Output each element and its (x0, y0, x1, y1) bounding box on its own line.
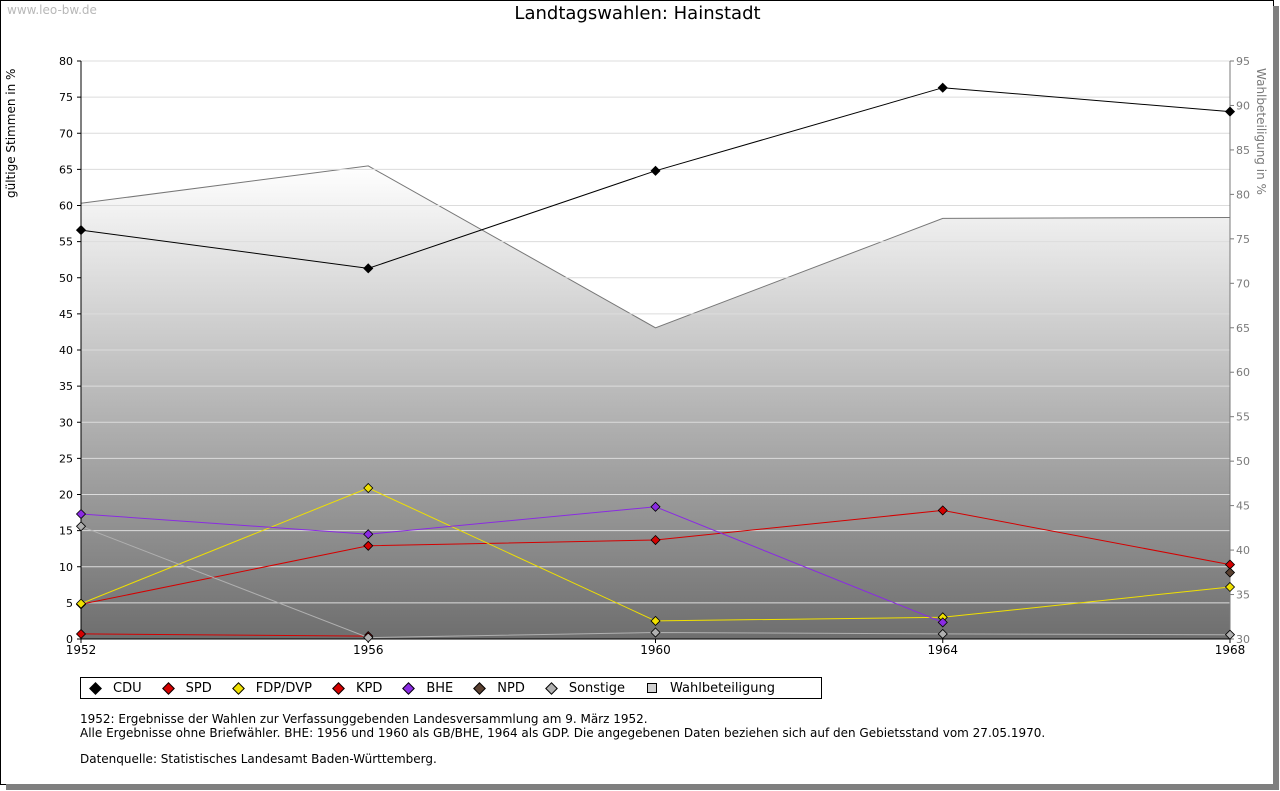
y-tick-label-right: 90 (1236, 99, 1250, 112)
y-tick-label-right: 30 (1236, 633, 1250, 646)
turnout-area (81, 165, 1230, 639)
legend-label-bhe: BHE (426, 680, 454, 696)
y-tick-label-left: 70 (59, 127, 73, 140)
y-tick-label-left: 40 (59, 344, 73, 357)
chart-legend: CDU SPD FDP/DVP KPD BHE NPD Sonstige Wahlbeteil… (80, 677, 822, 699)
point-bhe (363, 529, 374, 540)
y-tick-label-left: 20 (59, 489, 73, 502)
point-sonstige (1224, 629, 1236, 640)
point-bhe (650, 501, 661, 512)
point-fdp-dvp (1224, 581, 1236, 593)
y-tick-label-right: 85 (1236, 144, 1250, 157)
point-fdp-dvp (75, 598, 87, 609)
legend-item-wahlbeteiligung: Wahlbeteiligung (647, 681, 775, 696)
legend-marker-npd (473, 681, 487, 695)
y-tick-label-left: 30 (59, 416, 73, 429)
point-bhe (937, 617, 948, 628)
turnout-line (80, 165, 1231, 329)
y-tick-label-right: 60 (1236, 366, 1250, 379)
x-tick-label: 1964 (927, 643, 958, 657)
point-cdu (75, 224, 87, 236)
point-sonstige (937, 628, 948, 640)
watermark: www.leo-bw.de (7, 3, 97, 17)
legend-label-cdu: CDU (113, 680, 142, 696)
point-spd (363, 540, 374, 551)
chart-title: Landtagswahlen: Hainstadt (514, 3, 761, 24)
point-cdu (650, 165, 661, 176)
legend-marker-kpd (332, 681, 345, 695)
legend-item-bhe: BHE (402, 680, 454, 696)
y-tick-label-right: 40 (1236, 544, 1250, 557)
source-note: Datenquelle: Statistisches Landesamt Bad… (80, 752, 437, 766)
note-line-2: Alle Ergebnisse ohne Briefwähler. BHE: 1… (80, 725, 1046, 740)
y-tick-label-right: 65 (1236, 322, 1250, 335)
y-tick-label-left: 80 (59, 55, 73, 68)
point-npd (1224, 567, 1236, 578)
y-tick-label-right: 50 (1236, 455, 1250, 468)
legend-marker-fdp-dvp (231, 681, 245, 695)
y-tick-label-left: 60 (59, 200, 73, 213)
point-bhe (75, 508, 87, 520)
y-tick-label-right: 70 (1236, 277, 1250, 290)
y-tick-label-left: 75 (59, 91, 73, 104)
y-tick-label-right: 55 (1236, 411, 1250, 424)
legend-label-fdp-dvp: FDP/DVP (255, 680, 312, 696)
legend-item-cdu: CDU (89, 680, 142, 696)
legend-item-fdp-dvp: FDP/DVP (231, 680, 312, 696)
point-cdu (1224, 106, 1236, 117)
x-tick-label: 1968 (1215, 643, 1246, 657)
point-sonstige (75, 521, 87, 532)
point-sonstige (650, 627, 661, 638)
legend-marker-wahlbeteiligung (647, 683, 658, 693)
y-tick-label-left: 25 (59, 452, 73, 465)
legend-item-npd: NPD (473, 680, 525, 696)
chart-notes: 1952: Ergebnisse der Wahlen zur Verfassu… (80, 712, 1046, 767)
legend-item-sonstige: Sonstige (544, 680, 626, 696)
series-line-bhe (80, 506, 943, 623)
point-sonstige (363, 632, 374, 643)
frame-shadow-right (1273, 6, 1279, 789)
x-tick-label: 1952 (66, 643, 97, 657)
y-tick-label-left: 45 (59, 308, 73, 321)
legend-label-spd: SPD (185, 680, 212, 696)
point-spd (937, 505, 948, 516)
legend-item-spd: SPD (161, 680, 212, 696)
point-fdp-dvp (363, 482, 374, 494)
y-tick-label-left: 5 (66, 597, 73, 610)
y-tick-label-left: 0 (66, 633, 73, 646)
y-tick-label-right: 35 (1236, 589, 1250, 602)
y-tick-label-left: 35 (59, 380, 73, 393)
y-tick-label-right: 45 (1236, 500, 1250, 513)
legend-label-sonstige: Sonstige (568, 680, 626, 696)
legend-label-wahlbeteiligung: Wahlbeteiligung (670, 680, 776, 696)
y-tick-label-right: 75 (1236, 233, 1250, 246)
legend-label-kpd: KPD (355, 680, 383, 696)
point-fdp-dvp (650, 615, 661, 627)
x-tick-label: 1960 (640, 643, 671, 657)
legend-marker-cdu (89, 681, 102, 695)
point-cdu (937, 82, 948, 93)
y-tick-label-left: 50 (59, 272, 73, 285)
y-tick-label-right: 95 (1236, 55, 1250, 68)
note-line-1: 1952: Ergebnisse der Wahlen zur Verfassu… (80, 712, 648, 726)
y-tick-label-left: 65 (59, 163, 73, 176)
legend-marker-bhe (402, 681, 416, 695)
y-tick-label-right: 80 (1236, 188, 1250, 201)
legend-marker-sonstige (544, 681, 558, 695)
legend-label-npd: NPD (497, 680, 525, 696)
series-line-kpd (80, 633, 369, 637)
legend-marker-spd (161, 681, 175, 695)
point-spd (650, 534, 661, 546)
legend-item-kpd: KPD (332, 680, 383, 696)
frame-shadow-bottom (6, 784, 1279, 790)
point-kpd (75, 628, 87, 640)
y-tick-label-left: 15 (59, 525, 73, 538)
x-tick-label: 1956 (353, 643, 384, 657)
point-cdu (363, 263, 374, 274)
y-tick-label-left: 55 (59, 236, 73, 249)
y-tick-label-left: 10 (59, 561, 73, 574)
